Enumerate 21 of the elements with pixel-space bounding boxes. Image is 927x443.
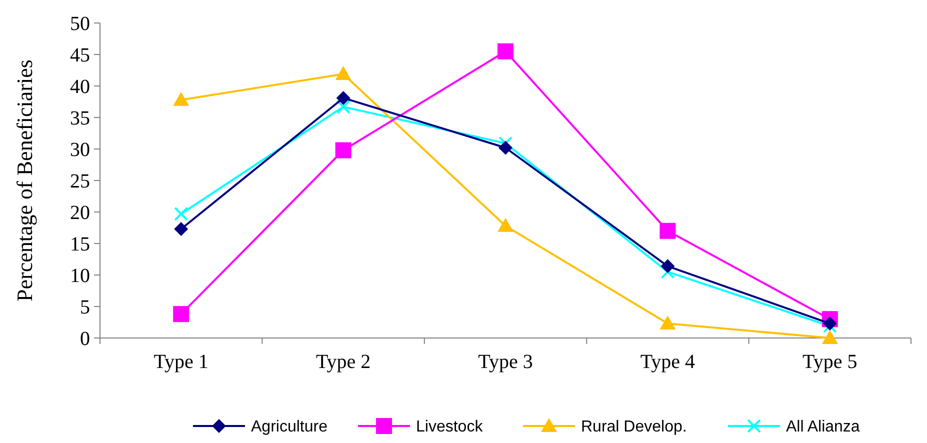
y-tick-label: 20: [70, 202, 90, 224]
x-tick-label: Type 5: [802, 351, 858, 373]
x-tick-label: Type 3: [478, 351, 533, 373]
x-tick-label: Type 4: [640, 351, 696, 373]
y-tick-label: 35: [70, 108, 90, 130]
y-tick-label: 30: [70, 139, 90, 161]
y-tick-label: 25: [70, 170, 90, 192]
y-tick-label: 45: [70, 44, 90, 66]
y-tick-label: 15: [70, 234, 90, 256]
x-tick-label: Type 1: [154, 351, 208, 373]
y-axis-title: Percentage of Beneficiaries: [12, 60, 37, 302]
y-tick-label: 40: [70, 76, 90, 98]
y-tick-label: 0: [80, 328, 90, 350]
x-tick-label: Type 2: [316, 351, 371, 373]
y-tick-label: 50: [70, 13, 90, 35]
y-tick-label: 10: [70, 265, 90, 287]
legend-label: Rural Develop.: [581, 418, 687, 436]
y-tick-label: 5: [80, 296, 90, 318]
legend-label: Agriculture: [251, 418, 328, 436]
legend-label: Livestock: [416, 418, 484, 436]
legend-label: All Alianza: [786, 418, 860, 436]
